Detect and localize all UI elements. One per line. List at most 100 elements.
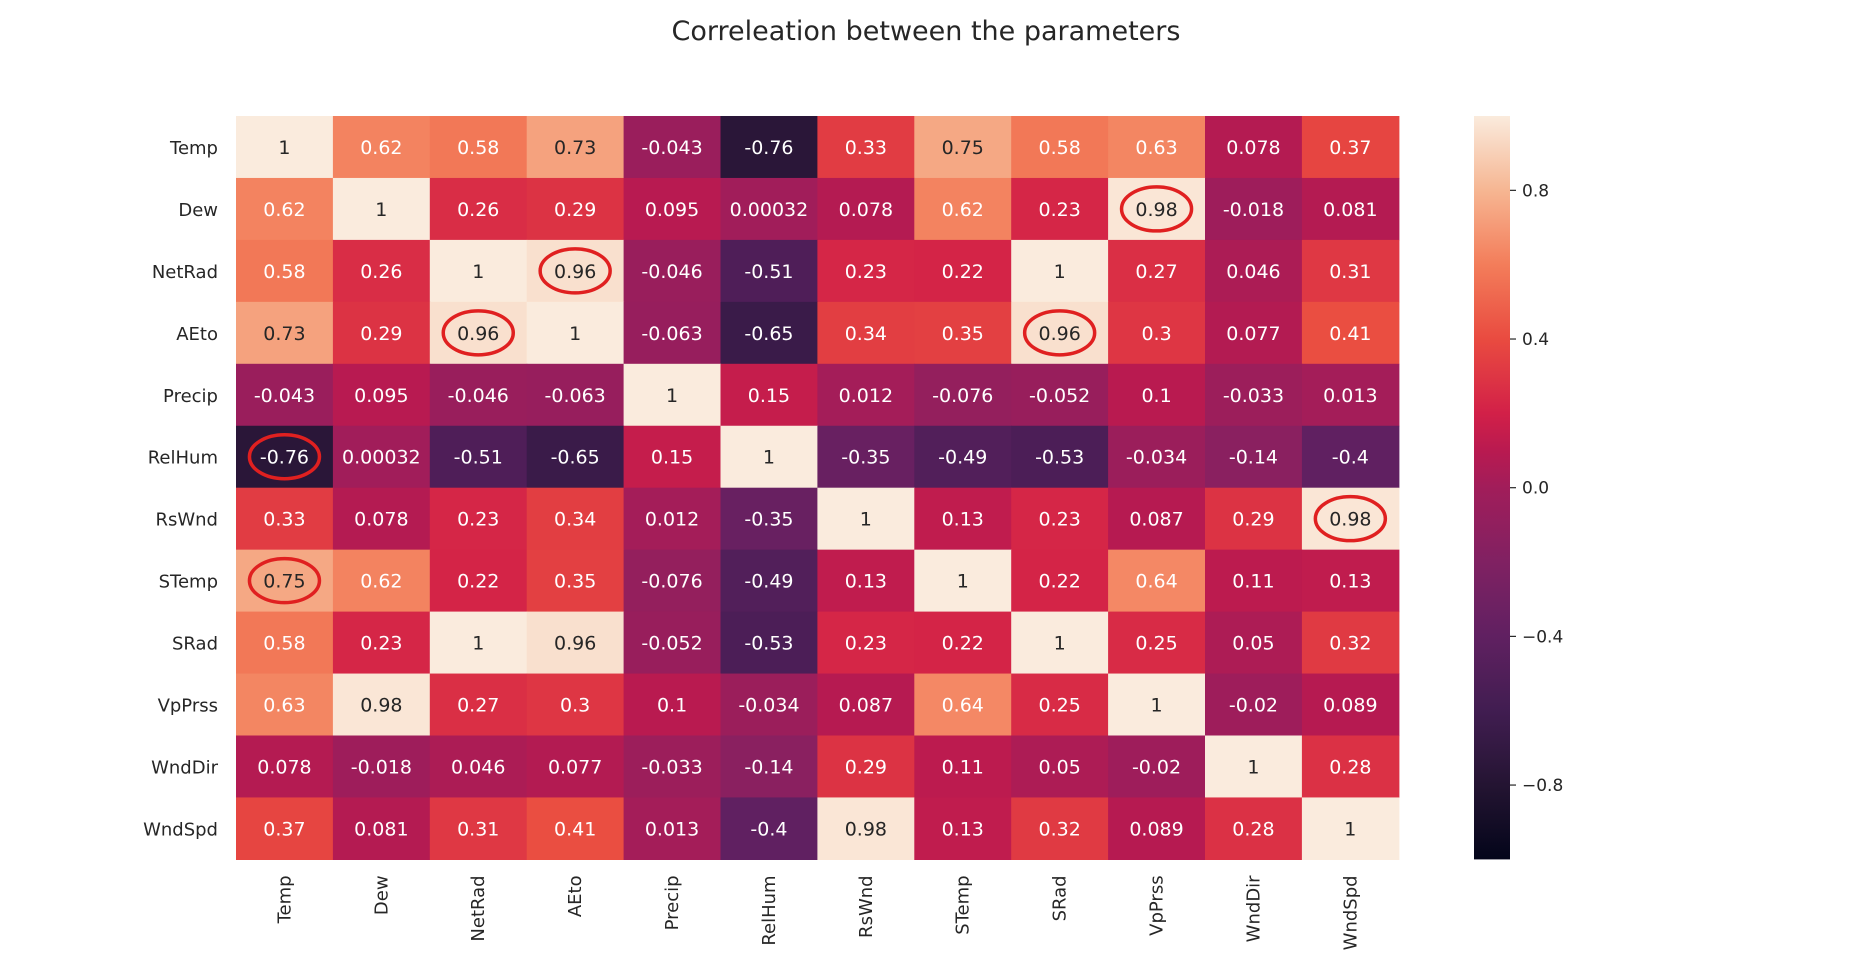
heatmap-cell	[526, 116, 625, 179]
colorbar-tick-label: −0.4	[1522, 627, 1563, 647]
cell-value-label: 1	[472, 633, 484, 655]
heatmap-cell	[914, 673, 1012, 737]
y-tick-label: RelHum	[148, 448, 218, 469]
cell-value-label: 0.75	[263, 571, 305, 593]
heatmap-cell	[720, 487, 818, 551]
heatmap-cell	[429, 425, 528, 489]
x-tick-label: Dew	[371, 875, 392, 915]
highlight-circle	[1022, 309, 1097, 357]
heatmap-cell	[914, 549, 1012, 613]
cell-value-label: -0.49	[744, 571, 793, 593]
cell-value-label: 0.15	[651, 447, 693, 469]
heatmap-cell	[914, 425, 1012, 489]
y-tick-label: NetRad	[152, 262, 218, 283]
cell-value-label: 0.37	[1329, 137, 1371, 159]
cell-value-label: 0.73	[263, 323, 305, 345]
cell-value-label: 0.095	[645, 199, 699, 221]
cell-value-label: 0.089	[1129, 818, 1183, 840]
heatmap-cell	[429, 116, 528, 179]
heatmap-cell	[1301, 549, 1400, 613]
highlight-circle	[247, 432, 322, 481]
cell-value-label: 0.23	[360, 633, 402, 655]
cell-value-label: 0.58	[263, 633, 305, 655]
heatmap-cell	[720, 797, 818, 860]
colorbar-tick-label: 0.4	[1522, 330, 1549, 350]
heatmap-cell	[1108, 487, 1206, 551]
cell-value-label: 0.078	[354, 509, 408, 531]
heatmap-cell	[817, 673, 915, 737]
y-tick-label: AEto	[176, 324, 218, 345]
cell-value-label: 1	[1344, 818, 1356, 840]
heatmap-cell	[1205, 611, 1303, 675]
heatmap-cell	[914, 177, 1012, 241]
heatmap-cell	[1011, 239, 1109, 303]
heatmap-cell	[720, 673, 818, 737]
heatmap-cell	[332, 611, 431, 675]
cell-value-label: -0.14	[1229, 447, 1278, 469]
colorbar-tick-label: 0.0	[1522, 479, 1549, 499]
cell-value-label: 0.96	[554, 633, 596, 655]
heatmap-cell	[1108, 301, 1206, 365]
cell-value-label: 0.012	[839, 385, 893, 407]
heatmap-cell	[526, 549, 625, 613]
heatmap-cell	[720, 611, 818, 675]
heatmap-cell	[1011, 425, 1109, 489]
colorbar-gradient	[1474, 116, 1510, 860]
cell-value-label: 0.23	[457, 509, 499, 531]
cell-value-label: -0.052	[1029, 385, 1090, 407]
heatmap-cell	[429, 611, 528, 675]
y-tick-label: VpPrss	[158, 696, 218, 717]
heatmap-cell	[429, 487, 528, 551]
cell-value-label: 0.081	[1323, 199, 1377, 221]
cell-value-label: 0.26	[457, 199, 499, 221]
cell-value-label: 0.63	[1135, 137, 1177, 159]
cell-value-label: -0.052	[641, 633, 702, 655]
heatmap-cell	[817, 425, 915, 489]
cell-value-label: -0.65	[744, 323, 793, 345]
heatmap-cell	[332, 425, 431, 489]
heatmap-cell	[914, 116, 1012, 179]
heatmap-cell	[1301, 797, 1400, 860]
heatmap-cell	[526, 425, 625, 489]
cell-value-label: 0.58	[457, 137, 499, 159]
heatmap-cell	[720, 116, 818, 179]
cell-value-label: 0.27	[457, 695, 499, 717]
cell-value-label: 1	[1151, 695, 1163, 717]
cell-value-label: 0.013	[1323, 385, 1377, 407]
cell-value-label: -0.53	[744, 633, 793, 655]
heatmap-cell	[1205, 673, 1303, 737]
x-tick-label: VpPrss	[1147, 875, 1168, 935]
heatmap-cell	[1301, 363, 1400, 427]
cell-value-label: 1	[375, 199, 387, 221]
colorbar-tick-label: −0.8	[1522, 776, 1563, 796]
cell-value-label: -0.034	[738, 695, 799, 717]
cell-value-label: 0.25	[1135, 633, 1177, 655]
heatmap-cell	[236, 797, 334, 860]
highlight-circle	[538, 247, 612, 295]
x-tick-labels: Temp Dew NetRad AEto Precip RelHum RsWnd STemp S…	[274, 875, 1361, 951]
cell-value-label: 0.087	[839, 695, 893, 717]
heatmap-cell	[914, 797, 1012, 860]
cell-value-label: -0.76	[260, 447, 309, 469]
heatmap-cell	[817, 797, 915, 860]
cell-value-label: -0.034	[1126, 447, 1187, 469]
heatmap-cell	[623, 116, 722, 179]
y-tick-label: Dew	[178, 200, 218, 221]
x-tick-label: AEto	[565, 875, 586, 917]
heatmap-cell	[332, 177, 431, 241]
heatmap-cell	[332, 735, 431, 799]
heatmap-cell	[332, 116, 431, 179]
heatmap-cell	[1205, 177, 1303, 241]
cell-value-label: 0.62	[360, 137, 402, 159]
heatmap-cell	[720, 363, 818, 427]
cell-value-label: 0.23	[845, 633, 887, 655]
heatmap-cell	[429, 673, 528, 737]
y-tick-labels: Temp Dew NetRad AEto Precip RelHum RsWnd STemp S…	[143, 138, 219, 840]
cell-value-label: 0.22	[942, 633, 984, 655]
heatmap-cell	[1205, 239, 1303, 303]
cell-value-label: -0.063	[641, 323, 702, 345]
heatmap-cell	[236, 673, 334, 737]
heatmap-cell	[623, 425, 722, 489]
heatmap-cell	[526, 611, 625, 675]
